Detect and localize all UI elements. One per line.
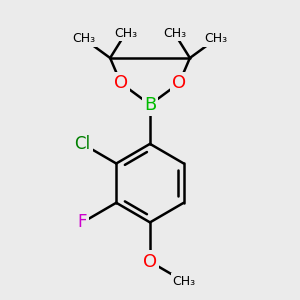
Text: O: O bbox=[143, 253, 157, 271]
Text: CH₃: CH₃ bbox=[114, 27, 137, 40]
Text: O: O bbox=[172, 74, 186, 92]
Text: F: F bbox=[78, 213, 87, 231]
Text: CH₃: CH₃ bbox=[204, 32, 227, 46]
Text: CH₃: CH₃ bbox=[163, 27, 186, 40]
Text: O: O bbox=[114, 74, 128, 92]
Text: B: B bbox=[144, 96, 156, 114]
Text: CH₃: CH₃ bbox=[172, 275, 195, 288]
Text: CH₃: CH₃ bbox=[73, 32, 96, 46]
Text: Cl: Cl bbox=[74, 135, 91, 153]
